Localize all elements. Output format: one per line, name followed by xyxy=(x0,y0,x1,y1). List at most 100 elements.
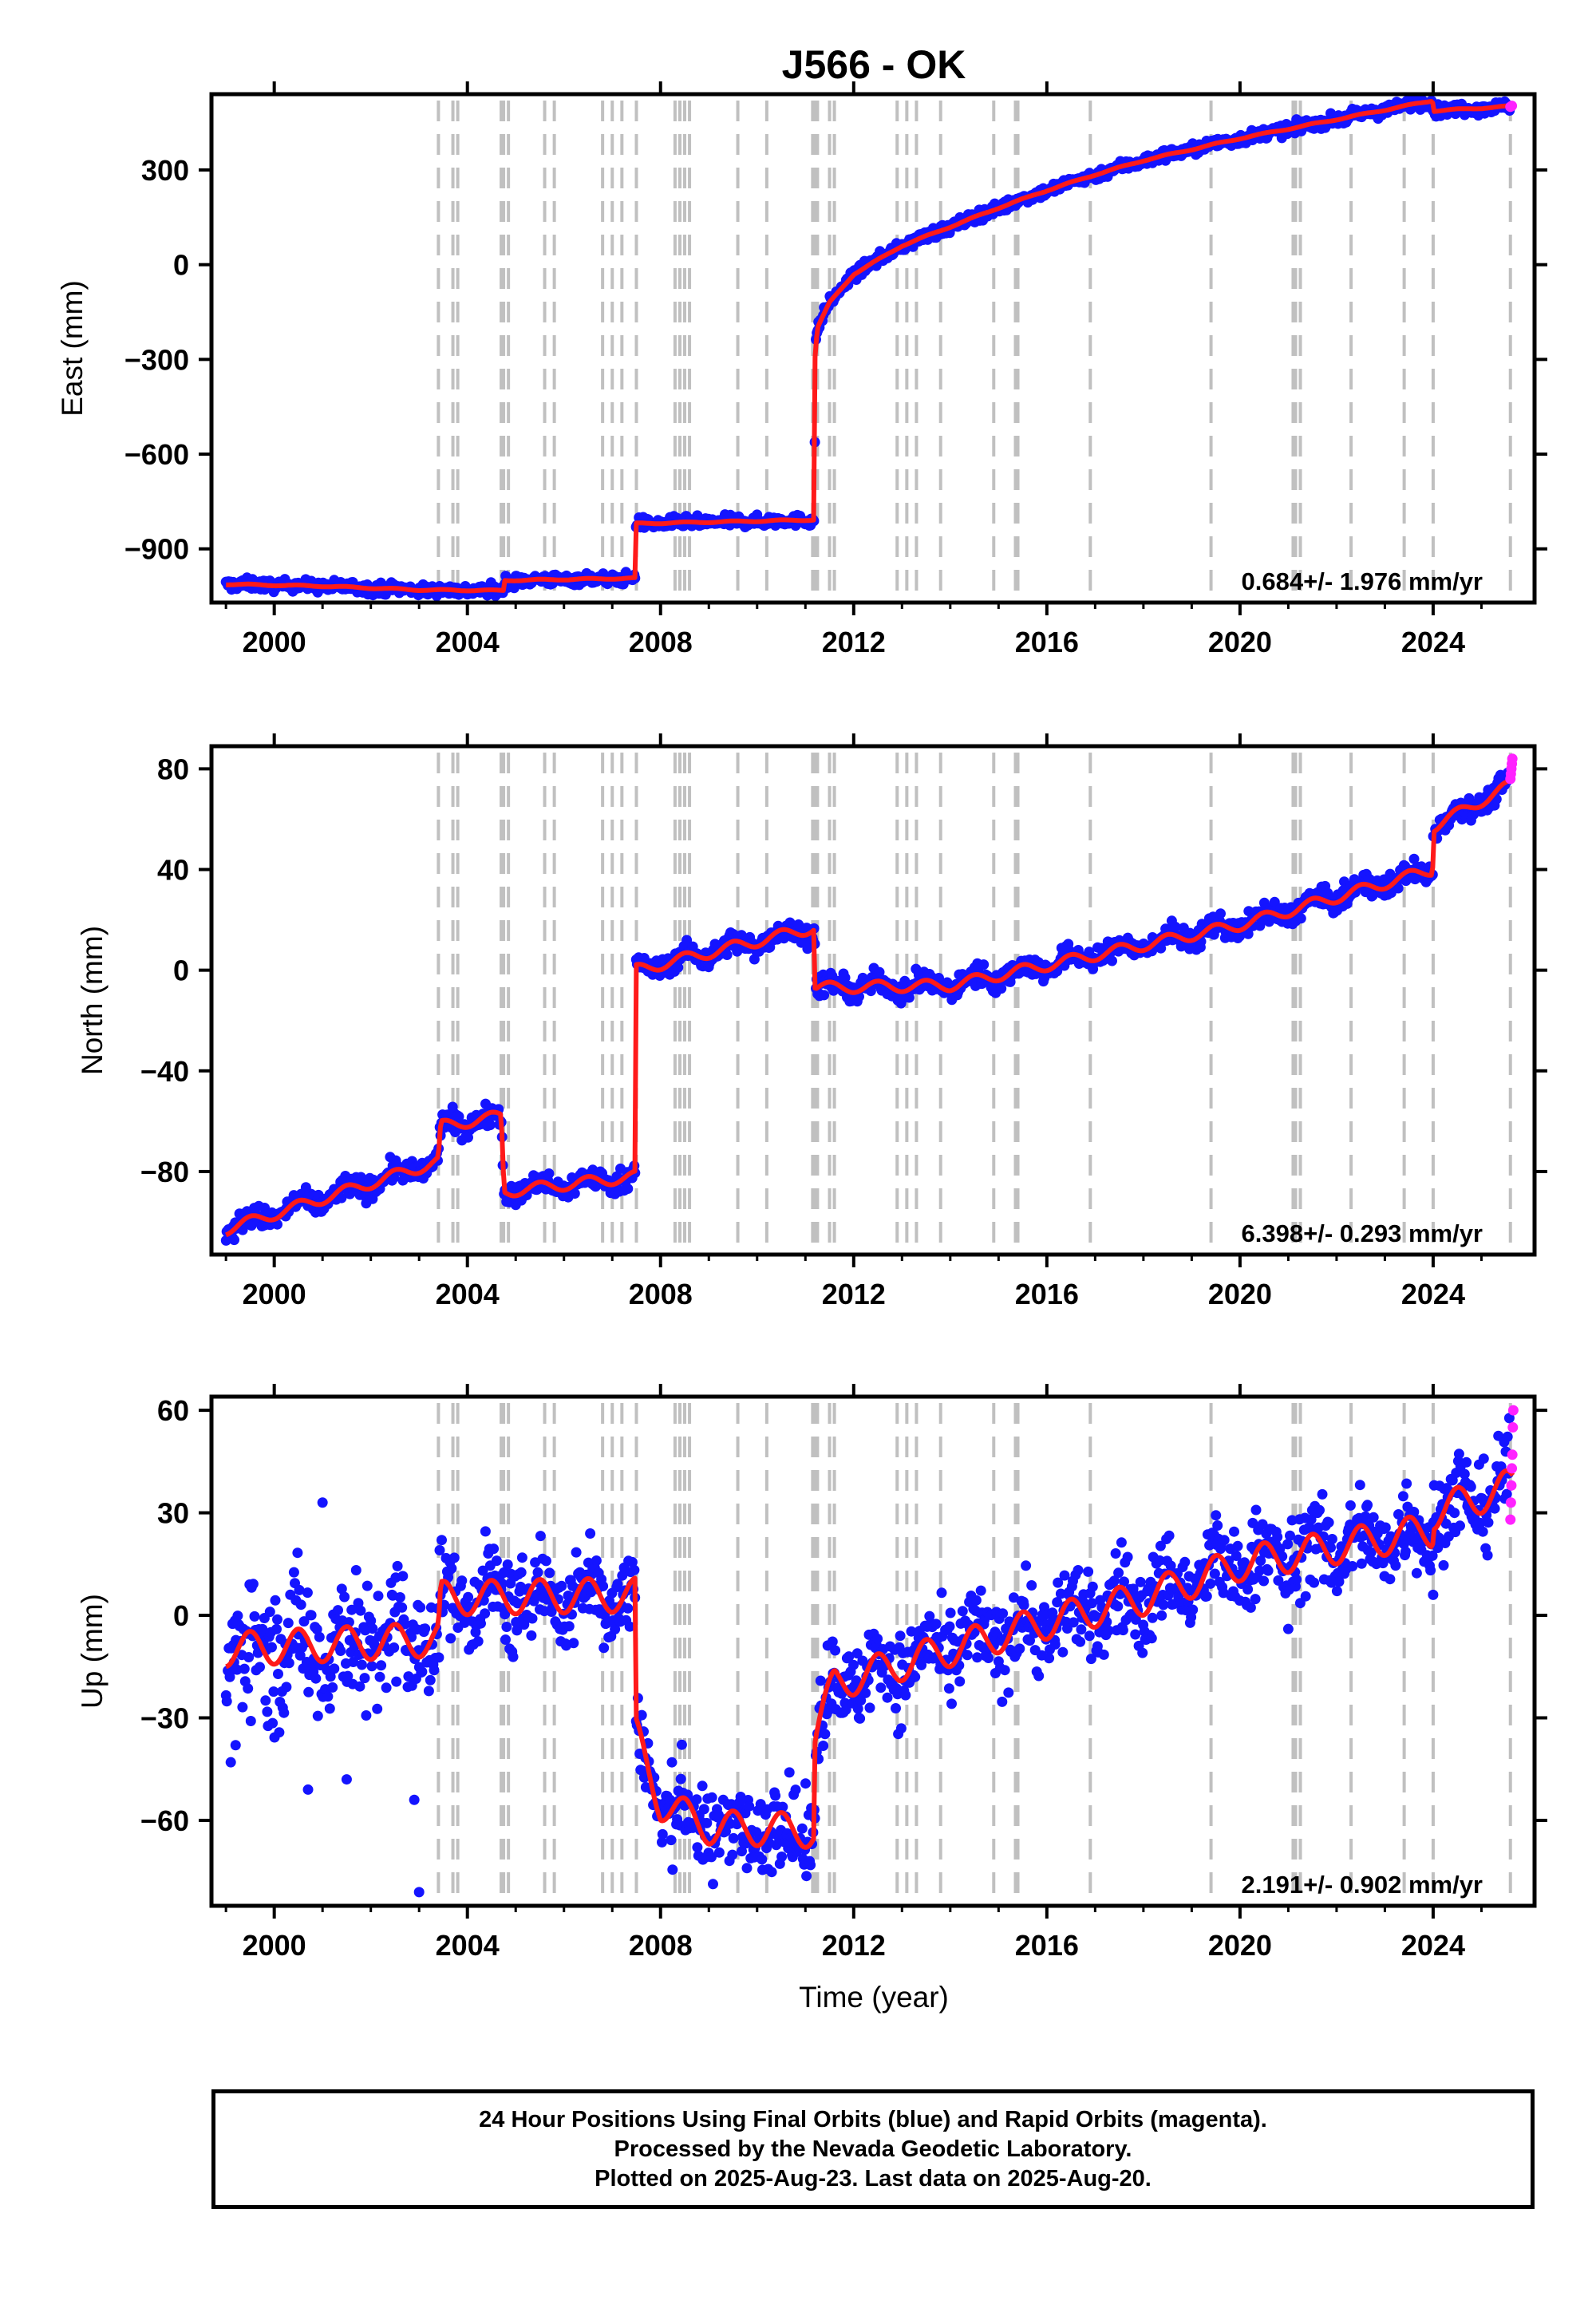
up-data-point xyxy=(306,1610,317,1621)
up-data-point xyxy=(247,1579,259,1590)
up-data-point xyxy=(895,1630,906,1642)
up-data-point xyxy=(757,1854,768,1865)
up-data-point xyxy=(1026,1580,1037,1591)
up-data-point xyxy=(622,1603,634,1614)
up-data-point xyxy=(698,1804,709,1815)
up-data-point xyxy=(801,1871,812,1882)
up-data-point xyxy=(516,1552,527,1563)
up-data-point xyxy=(818,1741,829,1751)
up-rapid-point xyxy=(1506,1480,1517,1491)
up-data-point xyxy=(302,1587,313,1599)
up-data-point xyxy=(1314,1504,1325,1516)
up-data-point xyxy=(1212,1520,1223,1531)
east-model-curve xyxy=(224,99,1514,594)
up-data-point xyxy=(666,1835,677,1846)
up-data-point xyxy=(776,1852,788,1862)
up-data-point xyxy=(472,1636,484,1647)
north-ytick-label: −80 xyxy=(140,1156,189,1188)
up-data-point xyxy=(943,1683,954,1694)
up-data-point xyxy=(491,1555,502,1567)
north-xtick-label: 2020 xyxy=(1208,1278,1272,1310)
up-data-point xyxy=(273,1669,283,1679)
up-data-point xyxy=(975,1585,986,1596)
up-data-point xyxy=(292,1547,303,1559)
up-data-point xyxy=(629,1564,640,1575)
north-data-point xyxy=(978,959,990,970)
up-data-point xyxy=(526,1630,537,1641)
up-data-point xyxy=(1478,1453,1489,1464)
up-data-point xyxy=(415,1602,426,1613)
up-data-point xyxy=(800,1778,811,1789)
up-data-point xyxy=(445,1633,456,1644)
up-data-point xyxy=(1455,1520,1465,1531)
up-data-point xyxy=(805,1860,816,1871)
up-data-point xyxy=(221,1696,232,1707)
north-data-point xyxy=(484,1120,496,1131)
north-rapid-points xyxy=(1505,753,1518,785)
up-data-point xyxy=(727,1849,738,1860)
north-ytick-label: 80 xyxy=(157,753,189,785)
up-outlier-point xyxy=(409,1794,420,1805)
up-outlier-point xyxy=(230,1740,241,1751)
up-xtick-label: 2004 xyxy=(436,1929,500,1962)
up-data-point xyxy=(282,1618,294,1629)
up-data-point xyxy=(691,1794,702,1805)
north-ytick-label: 0 xyxy=(173,954,189,987)
north-data-point xyxy=(543,1168,555,1179)
up-data-point xyxy=(350,1565,361,1575)
up-data-point xyxy=(255,1662,265,1673)
up-rate-label: 2.191+/- 0.902 mm/yr xyxy=(1242,1871,1483,1899)
up-rapid-point xyxy=(1507,1422,1519,1433)
up-rapid-point xyxy=(1507,1405,1519,1416)
up-data-point xyxy=(875,1682,887,1694)
up-data-point xyxy=(295,1599,306,1611)
up-data-point xyxy=(391,1676,402,1687)
north-xtick-label: 2016 xyxy=(1015,1278,1079,1310)
up-data-point xyxy=(900,1690,911,1701)
up-data-point xyxy=(281,1682,292,1693)
caption-line-3: Plotted on 2025-Aug-23. Last data on 202… xyxy=(595,2165,1152,2192)
up-data-point xyxy=(1187,1604,1199,1615)
up-data-point xyxy=(376,1660,387,1671)
up-rapid-point xyxy=(1507,1463,1518,1474)
north-data-point xyxy=(622,1184,634,1194)
up-data-point xyxy=(356,1659,367,1670)
up-data-point xyxy=(267,1642,277,1653)
up-data-point xyxy=(1390,1560,1401,1571)
north-data-point xyxy=(1295,913,1306,924)
up-data-point xyxy=(1317,1488,1328,1500)
up-data-point xyxy=(944,1621,955,1632)
up-data-point xyxy=(272,1614,282,1625)
caption-line-2: Processed by the Nevada Geodetic Laborat… xyxy=(614,2136,1132,2162)
north-rapid-point xyxy=(1507,753,1518,765)
up-data-point xyxy=(860,1687,871,1698)
north-data-point xyxy=(1107,955,1117,966)
up-data-point xyxy=(339,1591,350,1603)
up-data-point xyxy=(1347,1561,1358,1571)
up-data-point xyxy=(970,1595,982,1606)
up-data-point xyxy=(243,1683,254,1694)
up-data-point xyxy=(1250,1594,1261,1605)
up-rapid-points xyxy=(1505,1405,1519,1525)
up-data-point xyxy=(271,1623,282,1634)
up-data-point xyxy=(1083,1566,1094,1577)
up-data-point xyxy=(488,1543,500,1555)
up-data-point xyxy=(374,1671,385,1682)
up-data-point xyxy=(476,1618,486,1629)
east-ytick-label: 0 xyxy=(173,249,189,282)
up-data-point xyxy=(239,1663,250,1674)
up-data-point xyxy=(264,1607,275,1618)
up-data-point xyxy=(267,1717,279,1729)
caption-box: 24 Hour Positions Using Final Orbits (bl… xyxy=(211,2089,1535,2209)
up-data-point xyxy=(355,1605,366,1616)
up-data-point xyxy=(1179,1556,1191,1567)
up-data-point xyxy=(882,1692,893,1703)
up-data-point xyxy=(324,1703,335,1714)
up-outlier-point xyxy=(1282,1623,1294,1634)
east-model-line xyxy=(224,99,1514,594)
north-ytick-label: 40 xyxy=(157,854,189,887)
up-data-point xyxy=(1331,1586,1342,1597)
up-data-point xyxy=(366,1661,377,1672)
up-data-point xyxy=(1291,1574,1302,1585)
